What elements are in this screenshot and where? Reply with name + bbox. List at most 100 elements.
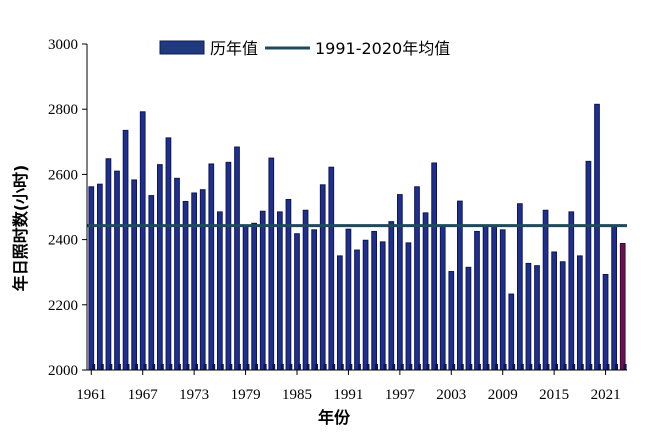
baseline-marker	[469, 364, 473, 370]
bar-1978	[234, 146, 240, 371]
y-tick-label: 3000	[48, 37, 78, 53]
baseline-marker	[477, 364, 481, 370]
baseline-marker	[409, 364, 413, 370]
baseline-marker	[135, 364, 139, 370]
bar-2013	[534, 265, 540, 371]
baseline-marker	[160, 364, 164, 370]
legend-label-mean: 1991-2020年均值	[315, 39, 450, 58]
baseline-marker	[392, 364, 396, 370]
x-tick-label: 1961	[76, 387, 106, 403]
bar-1992	[354, 249, 360, 371]
baseline-marker	[117, 364, 121, 370]
bar-2023	[619, 243, 626, 371]
baseline-marker	[623, 364, 627, 370]
x-axis-label: 年份	[318, 408, 351, 427]
x-tick-label: 1973	[179, 387, 209, 403]
baseline-marker	[589, 364, 593, 370]
bar-1969	[157, 164, 163, 371]
baseline-marker	[297, 364, 301, 370]
bar-2020	[594, 103, 600, 371]
baseline-marker	[529, 364, 533, 370]
baseline-marker	[109, 364, 113, 370]
bar-2009	[499, 229, 506, 371]
bar-1991	[345, 228, 352, 371]
baseline-marker	[486, 364, 490, 370]
baseline-marker	[555, 364, 559, 370]
bar-2001	[431, 162, 438, 371]
bar-1966	[131, 179, 137, 371]
baseline-marker	[126, 364, 130, 370]
bar-1998	[405, 242, 412, 371]
bar-1988	[319, 184, 326, 371]
baseline-marker	[229, 364, 233, 370]
baseline-marker	[255, 364, 259, 370]
baseline-marker	[195, 364, 199, 370]
bar-1963	[105, 158, 112, 371]
y-axis-label: 年日照时数(小时)	[11, 165, 30, 292]
bar-1989	[328, 166, 335, 371]
baseline-marker	[452, 364, 456, 370]
bar-1971	[174, 177, 180, 371]
y-tick-label: 2600	[48, 167, 78, 183]
bar-1985	[294, 233, 300, 371]
baseline-marker	[615, 364, 619, 370]
baseline-marker	[306, 364, 310, 370]
baseline-marker	[495, 364, 499, 370]
bar-1994	[371, 230, 378, 371]
baseline-marker	[332, 364, 336, 370]
x-tick-label: 1979	[231, 387, 261, 403]
baseline-marker	[272, 364, 276, 370]
bar-2014	[542, 209, 549, 371]
baseline-marker	[563, 364, 567, 370]
baseline-marker	[520, 364, 524, 370]
bar-1965	[122, 129, 129, 371]
x-tick-label: 1967	[128, 387, 159, 403]
legend-swatch-bars	[159, 40, 205, 55]
bar-1968	[148, 195, 155, 371]
bar-1962	[97, 183, 103, 371]
bar-1993	[362, 239, 369, 371]
baseline-marker	[375, 364, 379, 370]
bar-1981	[259, 210, 266, 371]
legend-label-bars: 历年值	[210, 39, 258, 58]
bar-1987	[311, 229, 318, 371]
bar-2019	[585, 160, 592, 371]
bar-2008	[491, 225, 498, 371]
bar-1961	[88, 186, 95, 371]
bar-2017	[568, 211, 575, 371]
x-tick-label: 1991	[333, 387, 363, 403]
baseline-marker	[357, 364, 361, 370]
bar-1977	[225, 161, 232, 371]
bar-1979	[242, 226, 249, 371]
baseline-marker	[323, 364, 327, 370]
baseline-marker	[503, 364, 507, 370]
bar-1990	[337, 255, 343, 371]
baseline-marker	[246, 364, 250, 370]
bar-1997	[397, 194, 403, 371]
bar-2015	[551, 251, 557, 371]
x-tick-label: 2003	[436, 387, 466, 403]
y-tick-label: 2000	[48, 363, 78, 379]
bar-1995	[379, 241, 386, 371]
bar-2022	[611, 225, 617, 371]
baseline-marker	[169, 364, 173, 370]
baseline-marker	[177, 364, 181, 370]
baseline-marker	[289, 364, 293, 370]
bar-1996	[388, 221, 395, 371]
x-tick-label: 2015	[539, 387, 569, 403]
baseline-marker	[546, 364, 550, 370]
baseline-marker	[537, 364, 541, 370]
bar-1980	[251, 222, 257, 371]
bar-2003	[448, 271, 455, 371]
bar-1975	[208, 163, 215, 371]
bar-1999	[414, 186, 420, 371]
bar-2002	[439, 225, 446, 371]
baseline-marker	[443, 364, 447, 370]
baseline-marker	[572, 364, 576, 370]
baseline-marker	[460, 364, 464, 370]
legend: 历年值 1991-2020年均值	[159, 39, 450, 58]
bar-2005	[465, 266, 472, 371]
baseline-ticks	[92, 364, 627, 370]
baseline-marker	[203, 364, 207, 370]
bar-group	[88, 103, 626, 371]
